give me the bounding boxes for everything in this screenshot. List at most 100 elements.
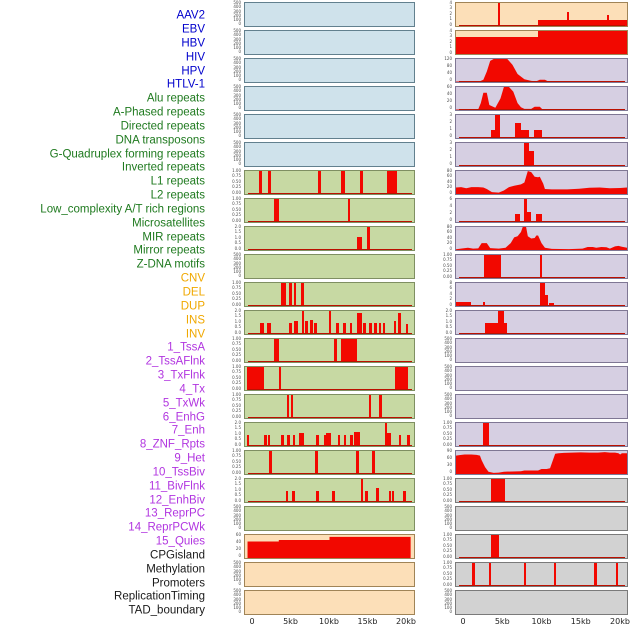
signal-bar [337, 434, 341, 446]
signal-baseline [247, 416, 413, 418]
y-tick-label: 500 [444, 392, 452, 397]
track-panel-left [244, 366, 415, 391]
y-tick-label: 500 [233, 560, 241, 565]
y-tick-label: 0 [449, 217, 452, 223]
track-panel-right [455, 478, 628, 503]
y-tick-label: 400 [233, 592, 241, 598]
y-tick-label: 0.25 [232, 296, 241, 302]
signal-bar [326, 433, 332, 446]
y-axis-ticks: 500 400 300 200 100 0 [221, 1, 241, 26]
signal-bar [291, 490, 295, 502]
signal-bar [594, 563, 597, 586]
signal-bar [393, 321, 397, 334]
signal-bar [290, 395, 294, 418]
y-tick-label: 200 [233, 12, 241, 18]
x-tick-label: 10kb [319, 617, 339, 626]
y-tick-label: 0.50 [232, 402, 241, 408]
track-label: TAD_boundary [128, 604, 206, 617]
y-tick-label: 0.75 [232, 173, 241, 179]
y-tick-label: 0.25 [232, 408, 241, 414]
y-tick-label: 0.25 [232, 212, 241, 218]
signal-baseline [458, 500, 626, 502]
y-tick-label: 100 [444, 381, 452, 387]
y-tick-label: 500 [233, 140, 241, 145]
y-tick-label: 0.75 [232, 201, 241, 207]
y-tick-label: 0.50 [232, 458, 241, 464]
y-tick-label: 200 [233, 68, 241, 74]
track-label: Methylation [146, 563, 205, 576]
y-tick-label: 500 [444, 364, 452, 369]
signal-baseline [247, 472, 413, 474]
y-tick-label: 3 [449, 112, 452, 117]
y-tick-label: 500 [444, 336, 452, 341]
y-tick-label: 1.5 [234, 313, 241, 319]
track-panel-right [455, 254, 628, 279]
y-tick-label: 1.00 [443, 532, 452, 537]
track-panel-left [244, 338, 415, 363]
track-label: CPGisland [150, 549, 205, 562]
y-tick-label: 0 [449, 357, 452, 363]
y-tick-label: 2 [449, 147, 452, 153]
signal-bar [488, 563, 491, 586]
signal-bar [387, 433, 392, 446]
x-tick-label: 20kb [396, 617, 416, 626]
signal-baseline [458, 220, 626, 222]
track-panel-right [455, 422, 628, 447]
signal-baseline [458, 276, 626, 278]
y-tick-label: 0.25 [443, 436, 452, 442]
signal-bar [247, 434, 250, 446]
signal-bar [368, 395, 372, 418]
signal-bar [524, 143, 529, 166]
signal-bar [490, 535, 499, 558]
signal-baseline [458, 444, 626, 446]
y-tick-label: 90 [446, 448, 452, 453]
signal-bar [386, 171, 398, 194]
signal-bar [397, 313, 401, 334]
track-label: DEL [182, 286, 205, 299]
signal-bar [484, 255, 501, 278]
y-tick-label: 1.00 [443, 252, 452, 257]
y-tick-label: 0.50 [443, 486, 452, 492]
track-panel-left [244, 450, 415, 475]
track-label: Microsatellites [132, 217, 205, 230]
track-panel-right [455, 394, 628, 419]
y-tick-label: 0 [238, 161, 241, 167]
y-tick-label: 0 [238, 49, 241, 55]
y-tick-label: 3 [449, 33, 452, 39]
signal-bar [497, 311, 505, 334]
y-tick-label: 40 [446, 178, 452, 184]
signal-bar [363, 322, 366, 334]
signal-bar [364, 490, 368, 502]
y-axis-ticks: 500 400 300 200 100 0 [432, 365, 452, 390]
signal-bar [286, 395, 290, 418]
y-axis-ticks: 2.0 1.5 1.0 0.5 0.0 [432, 309, 452, 334]
track-label: 5_TxWk [162, 396, 205, 409]
signal-bar [300, 283, 305, 306]
y-tick-label: 100 [444, 353, 452, 359]
y-tick-label: 200 [233, 40, 241, 46]
track-panel-right [455, 450, 628, 475]
y-axis-ticks: 1.00 0.75 0.50 0.25 0.00 [432, 253, 452, 278]
y-axis-ticks: 1.00 0.75 0.50 0.25 0.00 [432, 533, 452, 558]
signal-bar [343, 322, 346, 334]
track-panel-right [455, 282, 628, 307]
signal-bar [403, 490, 406, 502]
y-tick-label: 60 [446, 229, 452, 235]
track-label: HBV [181, 37, 205, 50]
y-tick-label: 0.25 [443, 576, 452, 582]
y-tick-label: 300 [233, 8, 241, 14]
y-tick-label: 40 [235, 539, 241, 545]
signal-bar [324, 434, 327, 446]
signal-bar [332, 490, 335, 502]
track-panel-left [244, 2, 415, 27]
track-label: Mirror repeats [133, 244, 205, 257]
track-label: DUP [180, 300, 205, 313]
track-label: Low_complexity A/T rich regions [40, 203, 205, 216]
track-label: 15_Quies [155, 535, 205, 548]
signal-bar [388, 490, 391, 502]
y-tick-label: 0 [238, 609, 241, 615]
signal-baseline [458, 332, 626, 334]
